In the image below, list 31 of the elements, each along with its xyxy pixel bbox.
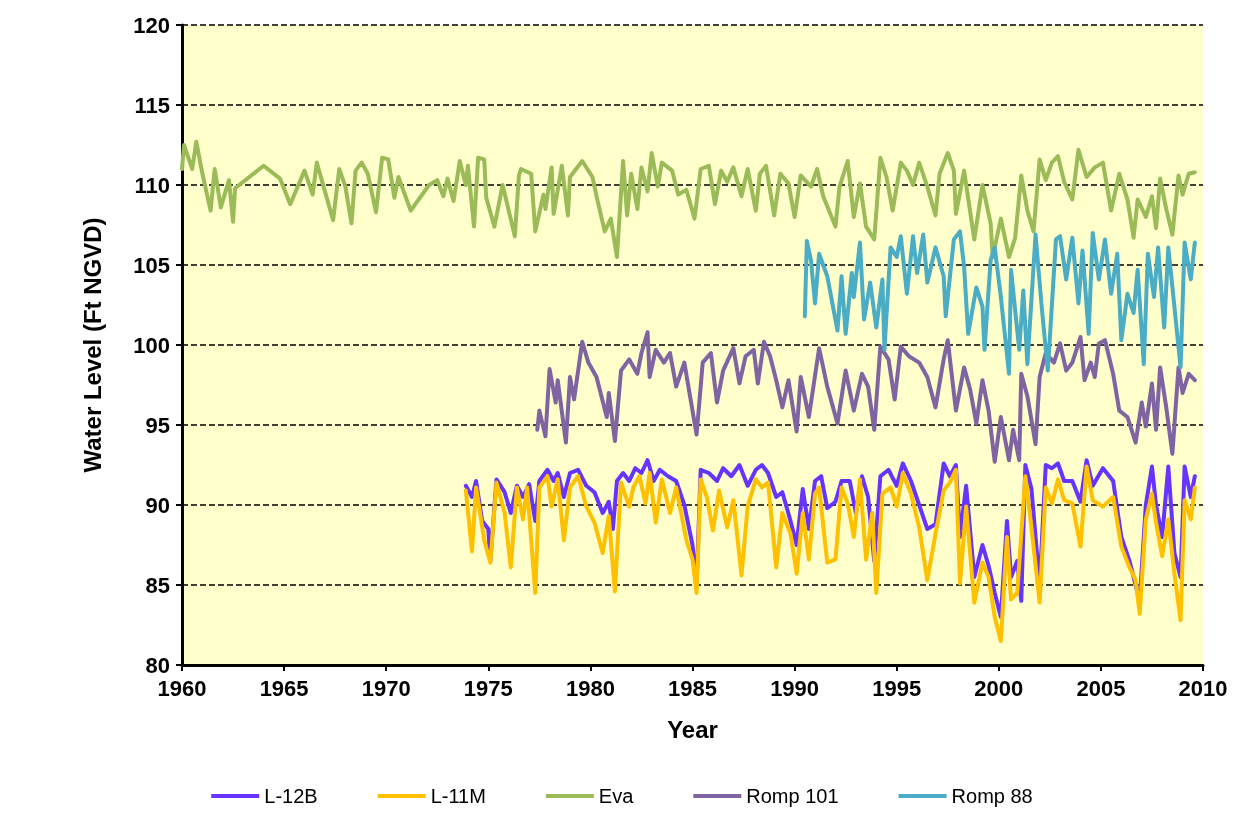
legend-label: L-12B [264,785,318,807]
line-series [463,464,1197,643]
y-tick-label: 90 [145,492,170,518]
x-tick-label: 1975 [463,675,513,701]
x-tick-label: 1960 [157,675,207,701]
legend-label: L-11M [430,785,486,807]
y-tick-label: 85 [145,572,170,598]
y-axis-title: Water Level (Ft NGVD) [78,217,106,473]
y-tick-label: 110 [134,172,170,198]
y-tick-label: 120 [133,12,170,38]
legend-label: Romp 88 [951,785,1033,807]
y-tick-label: 95 [145,412,170,438]
x-tick-label: 1970 [361,675,411,701]
x-tick-label: 1985 [668,675,717,701]
x-tick-label: 1995 [872,675,922,701]
y-tick-label: 80 [145,652,170,678]
legend-label: Romp 101 [746,785,839,807]
x-tick-label: 2000 [974,675,1024,701]
x-tick-label: 1965 [259,675,309,701]
line-series [802,229,1197,376]
x-tick-label: 2005 [1076,675,1126,701]
x-tick-label: 1990 [770,675,820,701]
x-axis-title: Year [667,715,718,743]
line-series [535,330,1197,464]
x-tick-label: 2010 [1178,675,1228,701]
legend-label: Eva [598,785,635,807]
y-tick-label: 115 [134,92,170,118]
y-tick-label: 100 [133,332,170,358]
line-series [180,139,1197,259]
x-tick-label: 1980 [565,675,615,701]
y-tick-label: 105 [133,252,170,278]
